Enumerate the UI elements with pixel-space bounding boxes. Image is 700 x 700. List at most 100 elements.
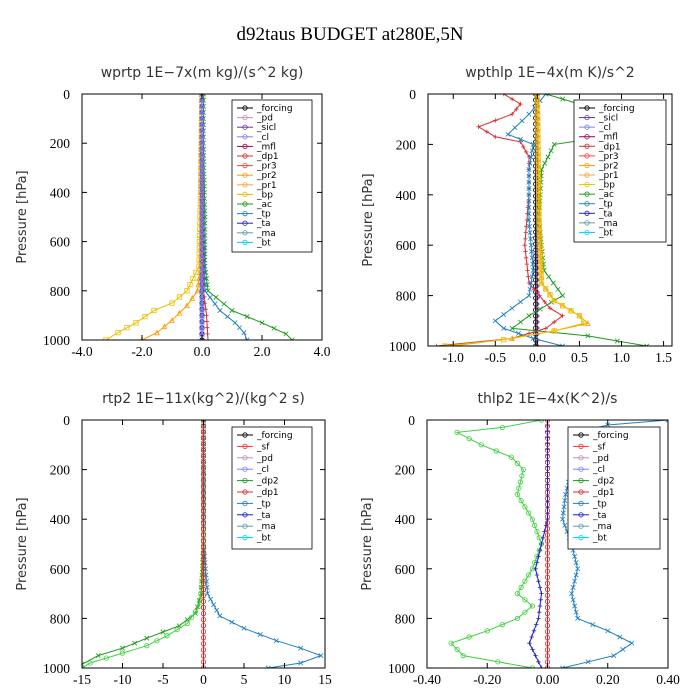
legend-entry: _pr2 [256,171,277,181]
series-point-forcing [200,647,207,653]
series-point-forcing [200,544,207,550]
series-point-tp [212,301,218,307]
series-point-cl [199,312,205,319]
series-point-dp1 [522,243,527,248]
series-point-ac [551,141,557,147]
series-point-forcing [544,574,551,580]
series-point-ta [534,560,540,565]
series-point-forcing [200,617,207,623]
x-tick-label: 0.00 [536,672,560,687]
y-tick-label: 400 [50,185,71,200]
series-point-dp1 [204,319,210,324]
legend-marker [584,220,590,226]
series-point-tp [214,607,220,613]
series-point-tp [512,125,518,131]
series-line-dp1 [436,94,564,346]
series-point-forcing [200,610,207,617]
series-point-dp1 [542,299,547,305]
legend-entry: _mfl [598,133,618,143]
series-point-ac [585,333,591,339]
legend-entry: _tp [256,210,271,220]
series-point-dp2 [95,653,101,659]
legend-entry: _cl [256,133,269,143]
series-point-forcing [544,598,551,605]
series-point-tp [241,625,247,631]
y-tick-label: 800 [50,611,71,626]
legend-marker [578,455,584,461]
series-point-ac [229,307,235,313]
series-point-tp [519,118,525,124]
legend-marker [242,523,248,529]
series-point-ta [545,511,550,516]
series-point-pr1 [194,287,201,294]
legend-marker [242,455,248,461]
series-point-forcing [533,289,539,295]
series-point-bp [187,282,193,288]
series-point-bp [535,181,542,187]
series-point-ta [533,566,538,571]
legend-entry: _sicl [598,114,618,124]
series-point-ac [644,343,650,346]
series-point-ac [271,325,277,331]
series-point-ta [527,641,532,646]
series-point-bp [538,280,545,286]
series-point-bp [536,199,542,205]
legend-marker [242,134,248,140]
legend-marker [584,229,590,236]
series-point-tp [560,510,566,516]
series-point-dp1 [524,217,530,223]
legend-entry: _dp2 [592,477,615,487]
series-point-forcing [200,520,207,526]
series-point-forcing [544,556,551,562]
series-point-tp [528,154,534,160]
series-point-forcing [544,532,551,538]
x-tick-label: -2.0 [131,344,153,359]
series-point-forcing [200,556,207,562]
series-point-dp1 [523,255,529,260]
series-point-ta [540,535,546,540]
series-point-ta [536,616,541,621]
y-tick-label: 1000 [43,333,70,348]
series-point-bp [547,292,553,298]
x-tick-label: -15 [73,672,91,687]
series-point-forcing [544,647,551,653]
legend-marker [584,105,590,111]
legend-marker [584,181,590,188]
series-point-ac [550,280,556,286]
series-point-tp [501,325,507,331]
series-point-pr1 [196,275,202,282]
legend-entry: _dp2 [256,477,279,487]
series-point-bp [537,234,543,240]
series-point-forcing [533,271,539,277]
y-tick-label: 800 [396,289,417,304]
y-axis-label: Pressure [hPa] [15,170,30,263]
series-point-forcing [533,259,539,265]
series-point-bp [538,274,544,280]
series-point-ta [545,470,550,475]
y-tick-label: 200 [396,137,417,152]
series-point-dp1 [434,343,439,346]
series-point-bp [193,269,199,275]
series-point-bp [536,217,542,223]
series-point-forcing [533,265,539,271]
series-point-tp [590,622,596,628]
series-point-pr1 [169,317,175,323]
panel-title: thlp2 1E−4x(K^2)/s [478,391,618,407]
legend-entry: _ta [598,209,613,219]
legend-marker [584,172,590,178]
series-point-cl [199,252,205,259]
series-point-cl [199,186,205,193]
y-tick-label: 0 [63,413,70,428]
series-group [434,94,650,346]
series-point-cl [199,162,205,169]
legend-entry: _ma [256,522,276,532]
series-point-tp [573,560,579,566]
series-point-dp1 [526,572,532,578]
legend-marker [578,466,584,472]
series-point-bp [543,286,549,292]
series-point-tp [573,609,579,615]
series-point-dp1 [523,149,529,155]
wpthlp-panel: wpthlp 1E−4x(m K)/s^2 Pressure [hPa] 0 200 4… [361,65,673,365]
series-point-cl [199,258,205,265]
legend-marker [584,134,590,140]
